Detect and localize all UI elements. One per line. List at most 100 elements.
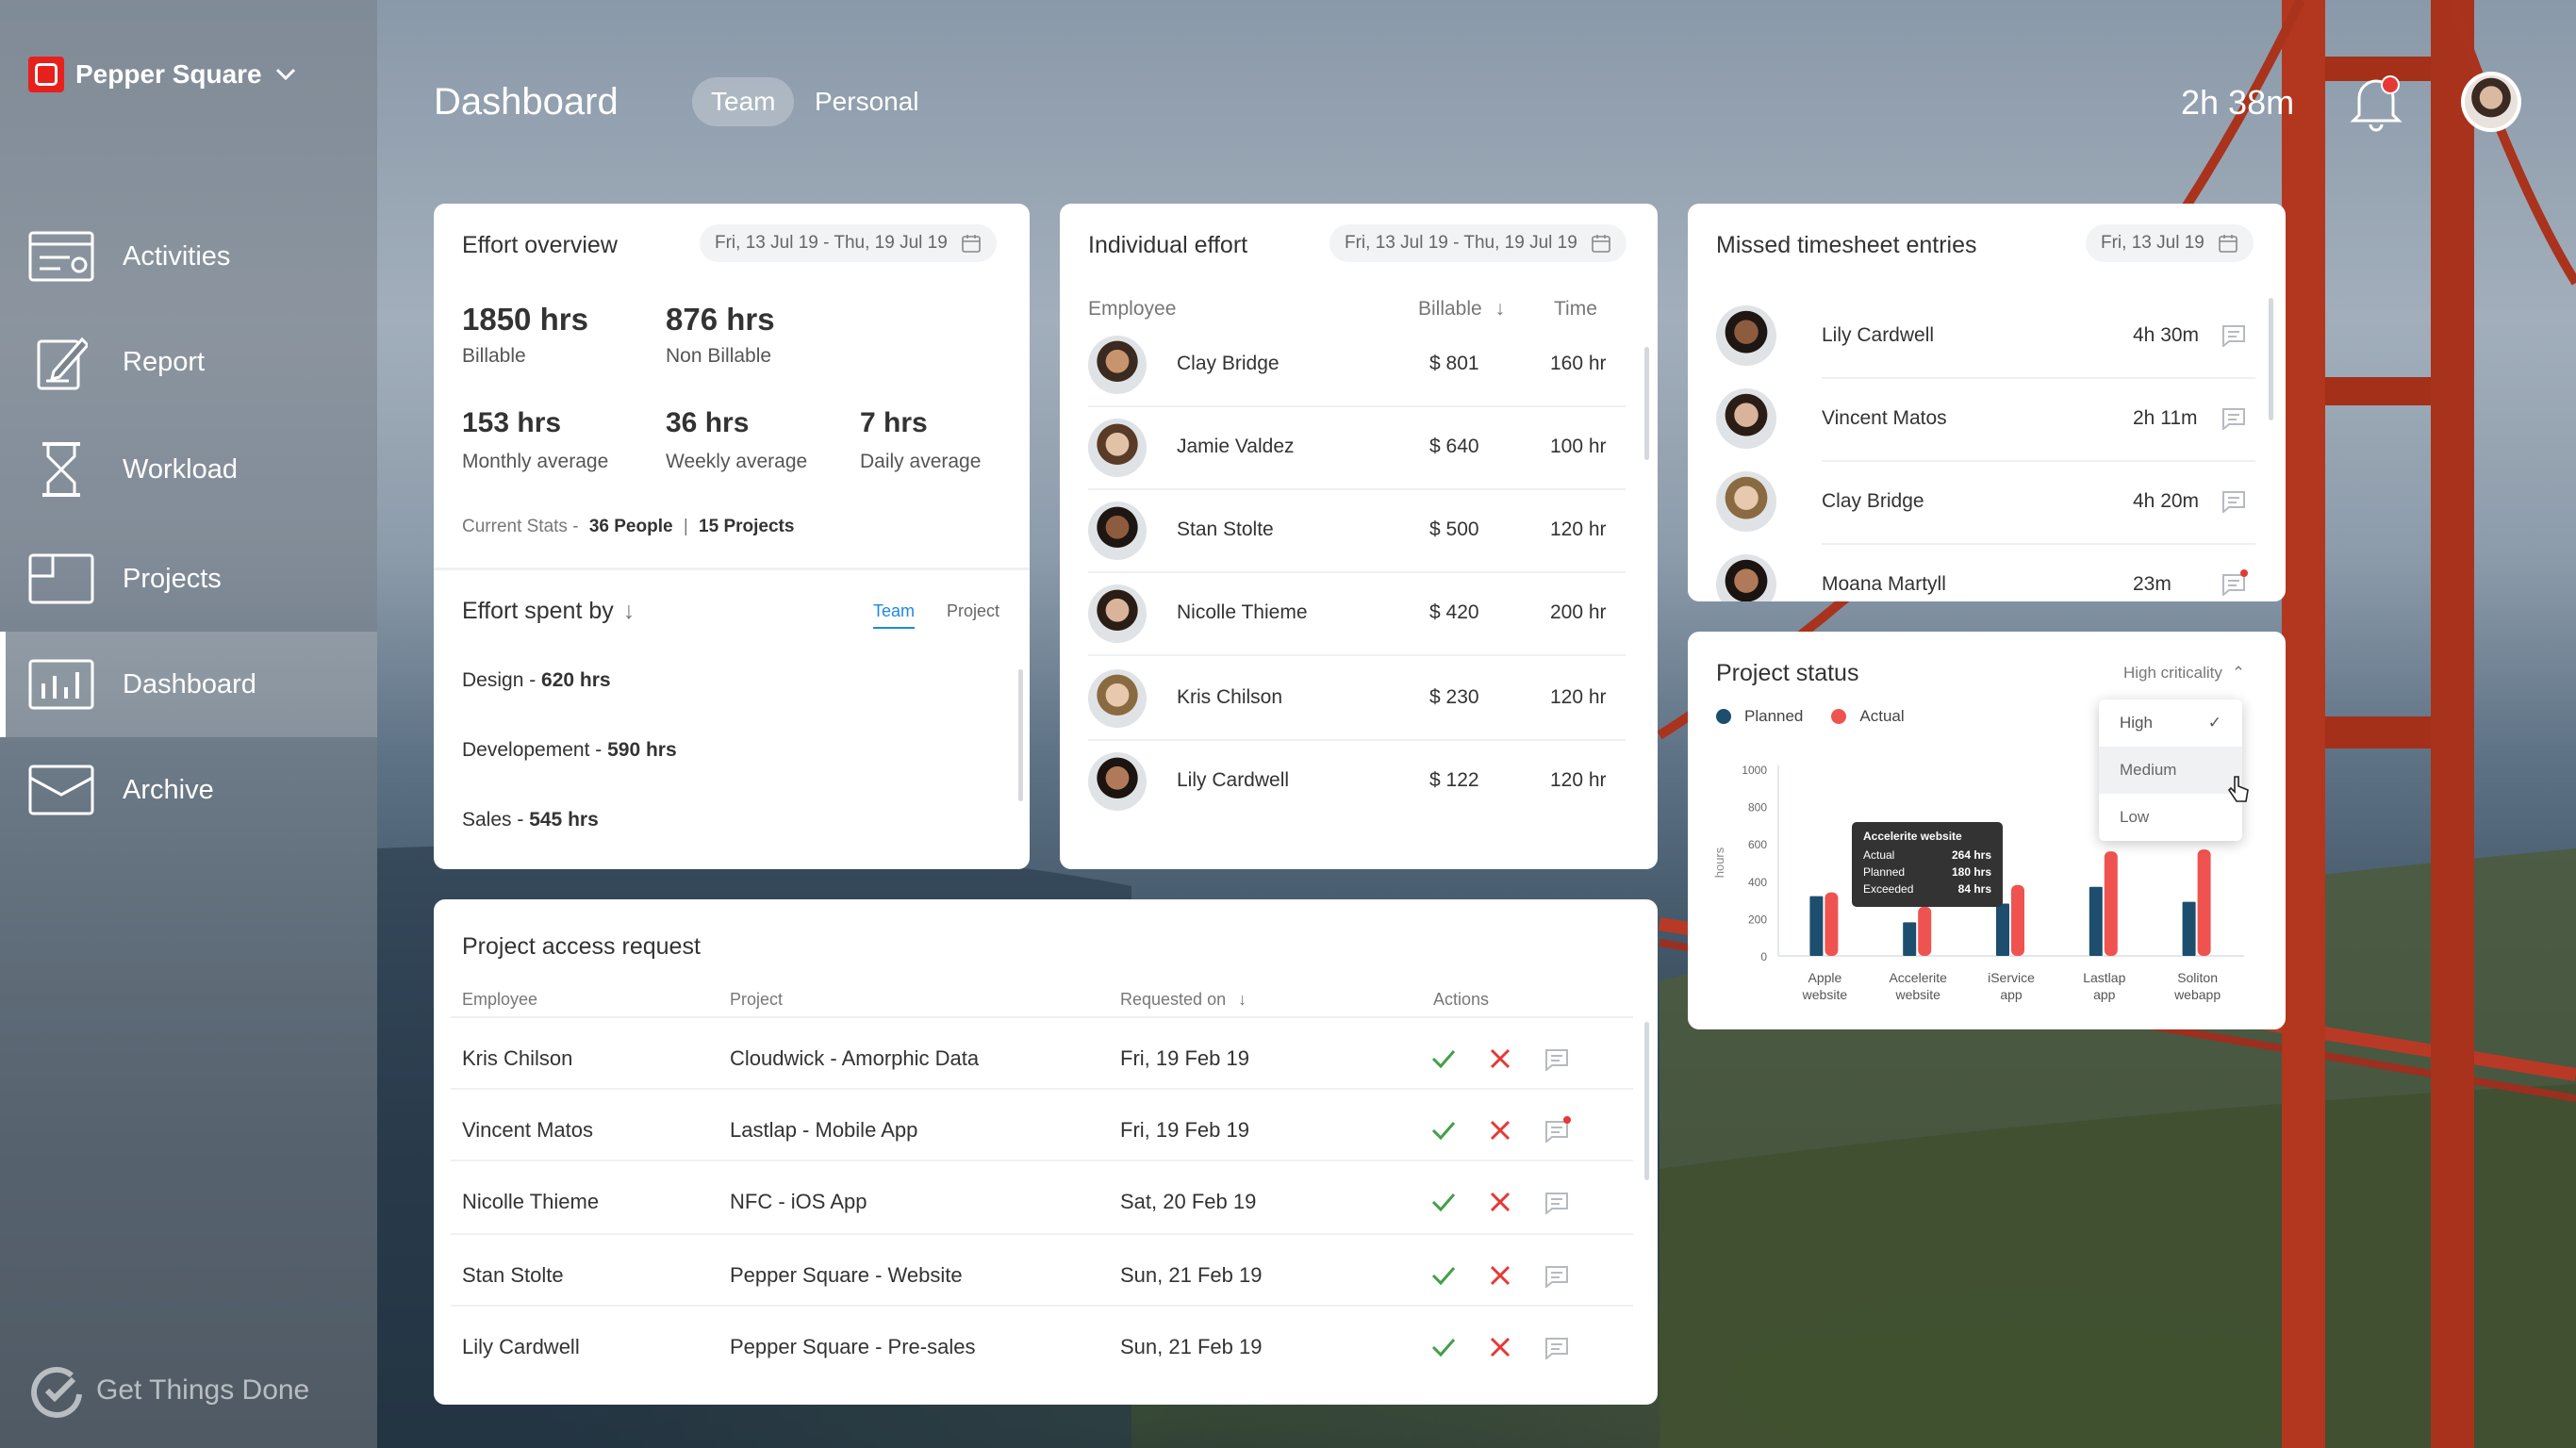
sidebar-item-activities[interactable]: Activities [0,204,377,309]
bar-planned [1996,903,2009,956]
card-title: Effort overview [462,232,618,258]
x-tick-label: app [2000,987,2023,1002]
reject-icon[interactable] [1490,1192,1511,1217]
approve-icon[interactable] [1431,1265,1456,1291]
bar-actual [1825,892,1839,956]
comment-icon[interactable] [2221,490,2246,515]
date-range-picker[interactable]: Fri, 13 Jul 19 - Thu, 19 Jul 19 [1329,224,1627,262]
bar-actual [1918,906,1932,956]
column-header-time[interactable]: Time [1554,298,1597,320]
footer-logo: Get Things Done [28,1362,309,1419]
avatar [1088,752,1147,811]
row-divider [1088,739,1626,741]
column-header-billable[interactable]: Billable ↓ [1418,298,1506,320]
employee-name: Kris Chilson [1177,686,1283,708]
avatar [1088,419,1147,477]
missed-timesheet-card: Missed timesheet entries Fri, 13 Jul 19 … [1688,204,2286,601]
employee-name: Lily Cardwell [462,1335,580,1358]
stat-value: 36 hrs [666,407,750,438]
divider [434,568,1030,570]
sidebar-item-label: Dashboard [123,668,256,699]
reject-icon[interactable] [1490,1337,1511,1362]
comment-icon[interactable] [1544,1192,1569,1216]
cursor-hand-icon [2227,776,2249,802]
scrollbar[interactable] [1644,1022,1649,1180]
column-header-project[interactable]: Project [730,990,784,1009]
dropdown-option-low[interactable]: Low [2120,808,2150,826]
unread-dot [2240,569,2248,577]
approve-icon[interactable] [1431,1048,1456,1074]
dropdown-option-medium[interactable]: Medium [2099,747,2242,794]
tab-team[interactable]: Team [692,77,795,126]
bell-icon[interactable] [2348,72,2404,132]
avatar [1088,584,1147,643]
stat-value: 153 hrs [462,407,562,438]
sidebar-item-dashboard[interactable]: Dashboard [0,632,377,737]
legend-label: Actual [1859,707,1905,725]
timer-display[interactable]: 2h 38m [2181,83,2295,122]
comment-icon[interactable] [1544,1265,1569,1290]
tab-personal[interactable]: Personal [815,87,919,116]
employee-name: Vincent Matos [462,1118,594,1142]
scrollbar[interactable] [1644,347,1649,460]
avatar [1088,502,1147,560]
project-name: Pepper Square - Pre-sales [730,1335,976,1358]
time-value: 120 hr [1550,518,1607,540]
tooltip-row: Exceeded 84 hrs [1863,882,1991,896]
avatar [1716,305,1776,366]
billable-value: $ 420 [1429,601,1479,623]
scrollbar[interactable] [2269,298,2273,420]
tab-team-effort[interactable]: Team [873,601,916,629]
column-header-requested-on[interactable]: Requested on ↓ [1120,990,1247,1009]
employee-name: Nicolle Thieme [1177,601,1308,623]
tab-project-effort[interactable]: Project [947,601,1000,620]
date-picker[interactable]: Fri, 13 Jul 19 [2086,224,2254,262]
missed-time: 23m [2133,573,2171,595]
chart-legend: Planned Actual [1716,707,1905,726]
comment-icon[interactable] [1544,1048,1569,1073]
chevron-down-icon [275,68,295,81]
column-header-employee[interactable]: Employee [1088,298,1177,320]
project-access-card: Project access request Employee Project … [434,899,1658,1405]
legend-label: Planned [1744,707,1804,725]
card-title: Missed timesheet entries [1716,232,1977,258]
employee-name: Stan Stolte [462,1263,564,1287]
comment-icon[interactable] [2221,324,2246,349]
sidebar-item-archive[interactable]: Archive [0,737,377,843]
row-divider [451,1233,1633,1235]
projects-count: 15 Projects [699,517,795,536]
gtd-logo-icon [31,1367,82,1418]
date-range-picker[interactable]: Fri, 13 Jul 19 - Thu, 19 Jul 19 [700,224,997,262]
employee-name: Lily Cardwell [1177,769,1290,791]
unread-dot [1563,1116,1571,1124]
dropdown-option-high[interactable]: High ✓ [2120,714,2221,732]
y-tick-label: 600 [1748,838,1767,851]
sidebar-item-projects[interactable]: Projects [0,526,377,632]
project-status-card: Project status High criticality ⌃ Planned… [1688,632,2286,1029]
sidebar-item-workload[interactable]: Workload [0,417,377,522]
criticality-filter[interactable]: High criticality ⌃ [2123,664,2246,682]
column-header-employee[interactable]: Employee [462,990,538,1009]
reject-icon[interactable] [1490,1048,1511,1074]
criticality-dropdown: High ✓ Medium Low [2099,699,2242,841]
time-value: 120 hr [1550,769,1607,791]
approve-icon[interactable] [1431,1192,1456,1217]
comment-icon[interactable] [2221,407,2246,432]
effort-overview-card: Effort overview Fri, 13 Jul 19 - Thu, 19… [434,204,1030,869]
avatar[interactable] [2461,72,2521,132]
reject-icon[interactable] [1490,1265,1511,1291]
time-value: 100 hr [1550,436,1607,457]
row-divider [1822,377,2255,379]
workspace-switcher[interactable]: Pepper Square [28,57,296,92]
requested-date: Sun, 21 Feb 19 [1120,1335,1263,1358]
reject-icon[interactable] [1490,1120,1511,1145]
footer-tagline: Get Things Done [96,1374,310,1406]
effort-spent-title[interactable]: Effort spent by ↓ [462,598,636,624]
individual-effort-card: Individual effort Fri, 13 Jul 19 - Thu, … [1060,204,1658,869]
approve-icon[interactable] [1431,1337,1456,1362]
comment-icon[interactable] [1544,1337,1569,1361]
sidebar-item-report[interactable]: Report [0,309,377,415]
scrollbar[interactable] [1018,669,1023,801]
list-item: Sales - 545 hrs [462,809,599,831]
approve-icon[interactable] [1431,1120,1456,1145]
